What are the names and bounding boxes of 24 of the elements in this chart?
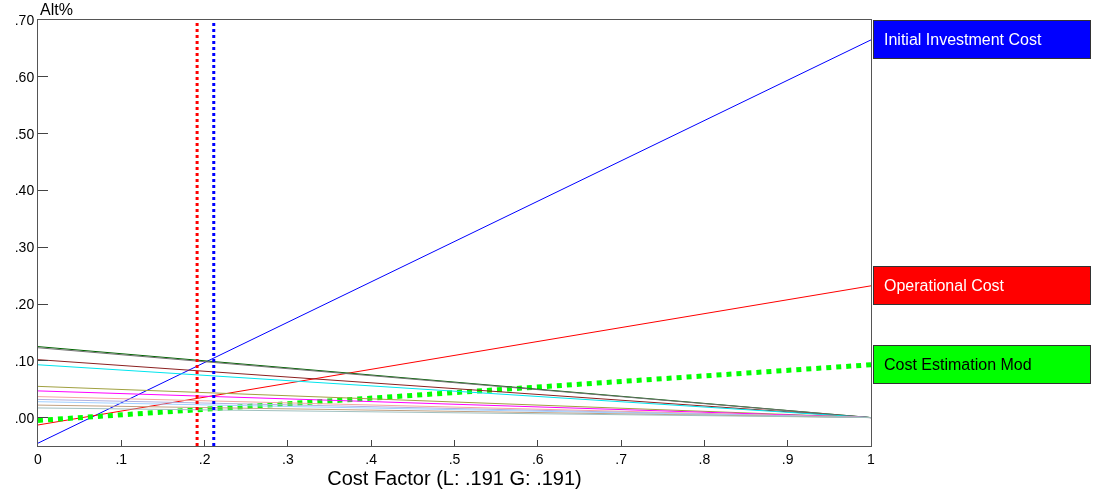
x-tick-label: .8 bbox=[698, 450, 711, 467]
x-tick-label: 0 bbox=[34, 450, 43, 467]
y-tick-label: .70 bbox=[14, 11, 35, 28]
y-tick-label: .00 bbox=[14, 409, 35, 426]
x-tick-label: .6 bbox=[531, 450, 544, 467]
y-axis-title: Alt% bbox=[40, 1, 73, 18]
y-tick-label: .50 bbox=[14, 125, 35, 142]
x-tick-label: .4 bbox=[365, 450, 378, 467]
x-tick-label: .2 bbox=[198, 450, 211, 467]
y-tick-label: .10 bbox=[14, 352, 35, 369]
x-tick-label: .9 bbox=[781, 450, 794, 467]
y-tick-label: .30 bbox=[14, 239, 35, 256]
series-label: Initial Investment Cost bbox=[884, 31, 1042, 48]
x-tick-label: .5 bbox=[448, 450, 461, 467]
x-tick-label: .3 bbox=[282, 450, 294, 467]
x-tick-label: 1 bbox=[867, 450, 876, 467]
x-tick-label: .7 bbox=[615, 450, 628, 467]
y-tick-label: .20 bbox=[14, 295, 35, 312]
series-label: Operational Cost bbox=[884, 277, 1005, 294]
x-tick-label: .1 bbox=[115, 450, 128, 467]
y-tick-label: .40 bbox=[14, 182, 35, 199]
x-axis-title: Cost Factor (L: .191 G: .191) bbox=[327, 466, 582, 489]
y-tick-label: .60 bbox=[14, 68, 35, 85]
series-label: Cost Estimation Mod bbox=[884, 356, 1032, 373]
